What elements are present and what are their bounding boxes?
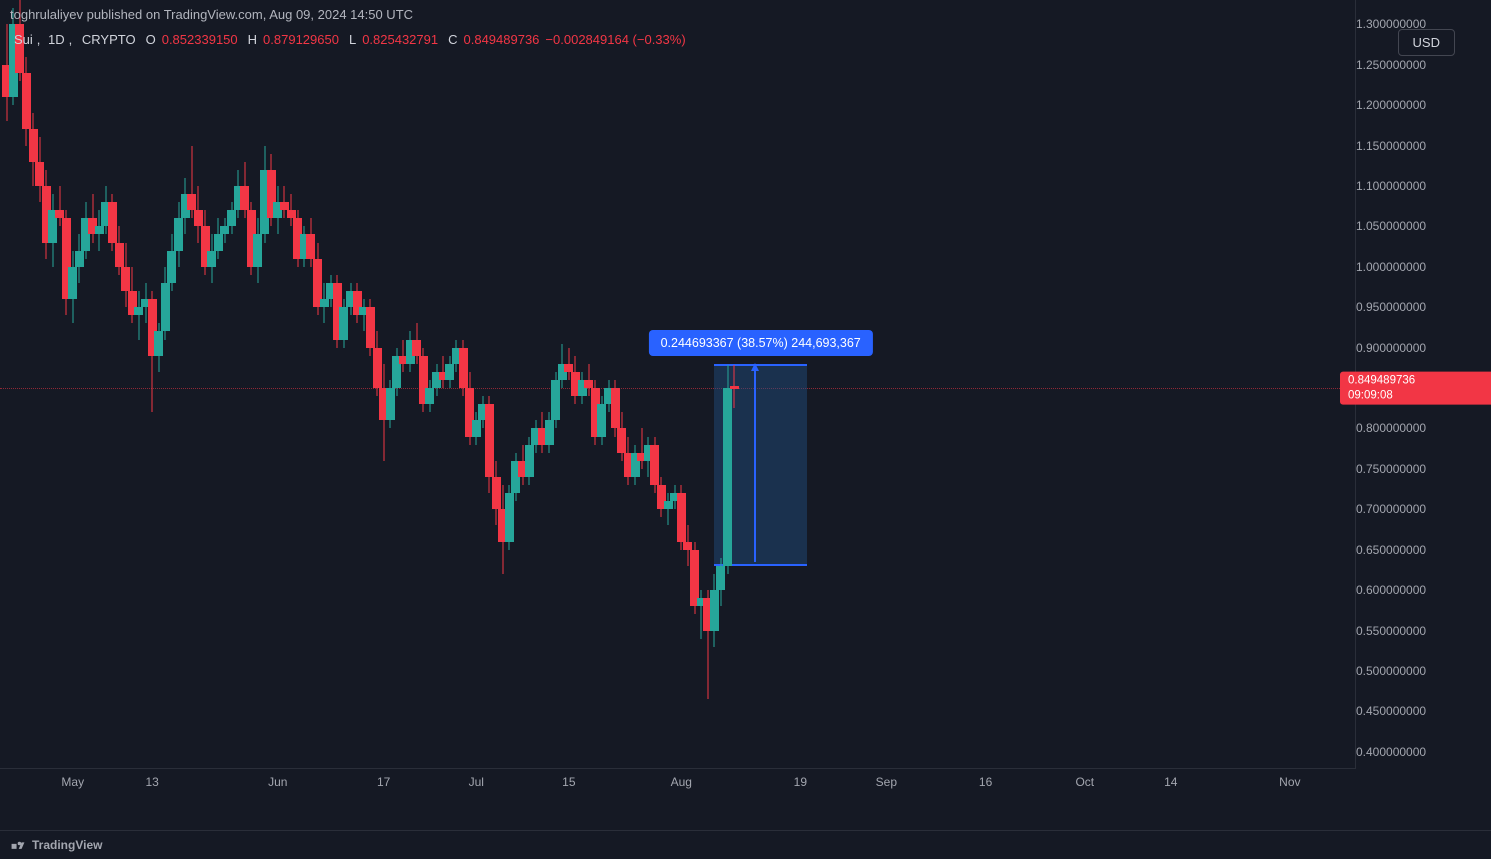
- y-axis-label: 0.750000000: [1346, 462, 1491, 476]
- y-axis-label: 0.600000000: [1346, 583, 1491, 597]
- x-axis-label: 14: [1164, 775, 1177, 789]
- y-axis-label: 0.550000000: [1346, 624, 1491, 638]
- x-axis-label: 16: [979, 775, 992, 789]
- y-axis-label: 0.450000000: [1346, 704, 1491, 718]
- x-axis-label: Jun: [268, 775, 287, 789]
- measurement-label: 0.244693367 (38.57%) 244,693,367: [649, 330, 873, 356]
- x-axis-label: Nov: [1279, 775, 1300, 789]
- y-axis-label: 0.800000000: [1346, 421, 1491, 435]
- symbol-name[interactable]: Sui: [14, 32, 33, 47]
- bottom-bar: TradingView: [0, 830, 1491, 859]
- last-price-line: [0, 388, 1356, 389]
- x-axis-label: 13: [145, 775, 158, 789]
- symbol-interval: 1D: [48, 32, 65, 47]
- symbol-exchange: CRYPTO: [82, 32, 136, 47]
- measurement-arrow-icon: [754, 364, 756, 562]
- ohlc-change: −0.002849164 (−0.33%): [545, 32, 685, 47]
- y-axis-label: 1.050000000: [1346, 219, 1491, 233]
- y-axis-label: 1.000000000: [1346, 260, 1491, 274]
- y-axis-label: 0.500000000: [1346, 664, 1491, 678]
- x-axis-label: 17: [377, 775, 390, 789]
- brand-text: TradingView: [32, 838, 102, 852]
- x-axis-label: 19: [794, 775, 807, 789]
- ohlc-low: 0.825432791: [362, 32, 438, 47]
- time-axis[interactable]: May 13 Jun 17 Jul 15 Aug 19 Sep 16 Oct 14 Nov: [0, 768, 1356, 797]
- tradingview-logo-icon: [10, 840, 26, 850]
- currency-selector[interactable]: USD: [1398, 29, 1455, 56]
- ohlc-open: 0.852339150: [162, 32, 238, 47]
- y-axis-label: 0.900000000: [1346, 341, 1491, 355]
- ohlc-close: 0.849489736: [464, 32, 540, 47]
- ohlc-high: 0.879129650: [263, 32, 339, 47]
- y-axis-label: 1.150000000: [1346, 139, 1491, 153]
- chart-plot-area[interactable]: 0.244693367 (38.57%) 244,693,367: [0, 0, 1356, 768]
- y-axis-label: 0.700000000: [1346, 502, 1491, 516]
- x-axis-label: Oct: [1075, 775, 1094, 789]
- x-axis-label: May: [61, 775, 84, 789]
- x-axis-label: Sep: [876, 775, 897, 789]
- y-axis-label: 0.650000000: [1346, 543, 1491, 557]
- x-axis-label: Jul: [469, 775, 484, 789]
- y-axis-label: 0.400000000: [1346, 745, 1491, 759]
- last-price-label: 0.84948973609:09:08: [1340, 372, 1491, 405]
- candle: [730, 365, 739, 409]
- y-axis-label: 1.100000000: [1346, 179, 1491, 193]
- y-axis-label: 1.250000000: [1346, 58, 1491, 72]
- symbol-legend: Sui, 1D, CRYPTO O0.852339150 H0.87912965…: [14, 32, 686, 47]
- y-axis-label: 0.950000000: [1346, 300, 1491, 314]
- x-axis-label: 15: [562, 775, 575, 789]
- publish-info: toghrulaliyev published on TradingView.c…: [10, 7, 413, 22]
- x-axis-label: Aug: [671, 775, 692, 789]
- y-axis-label: 1.200000000: [1346, 98, 1491, 112]
